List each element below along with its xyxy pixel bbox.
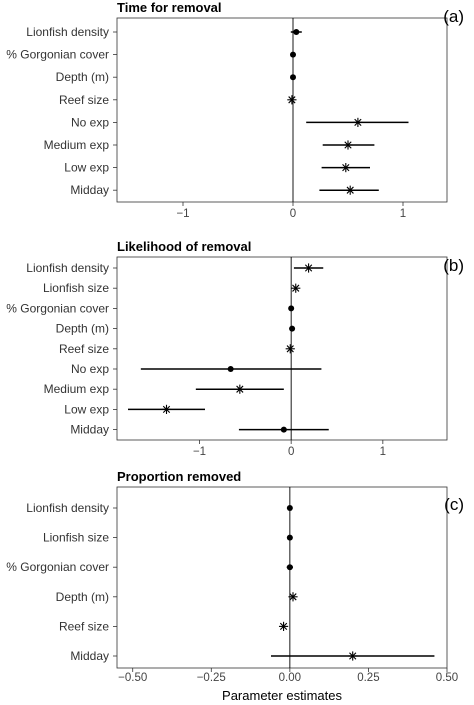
estimate-dot [293, 29, 300, 35]
x-tick-label: 0.25 [357, 672, 379, 684]
estimate-star [161, 404, 172, 414]
category-label: Medium exp [44, 138, 110, 152]
category-label: Low exp [64, 161, 109, 175]
category-label: Depth (m) [56, 590, 109, 604]
plot-frame [116, 486, 448, 669]
estimate-star [278, 621, 289, 631]
estimate-dot [286, 534, 293, 541]
x-tick-label: 0 [290, 208, 296, 220]
category-label: Depth (m) [56, 322, 109, 336]
estimate-dot [289, 325, 296, 332]
x-tick-label: −1 [176, 208, 189, 220]
estimate-dot [286, 505, 293, 511]
panel-title: Proportion removed [117, 469, 241, 484]
category-label: Midday [70, 183, 109, 197]
estimate-star [287, 95, 297, 105]
category-label: Reef size [59, 342, 109, 356]
category-label: Lionfish density [26, 25, 109, 39]
estimate-star [345, 185, 355, 195]
category-label: Reef size [59, 619, 109, 633]
estimate-star [343, 140, 353, 150]
category-label: % Gorgonian cover [6, 301, 109, 315]
panel-2: Likelihood of removal (b) −1 0 1 Lionfish den… [6, 239, 464, 458]
estimate-star [303, 263, 314, 273]
category-label: No exp [71, 362, 109, 376]
category-label: No exp [71, 115, 109, 129]
category-label: Medium exp [44, 382, 110, 396]
category-label: % Gorgonian cover [6, 48, 109, 62]
estimate-dot [280, 426, 287, 433]
estimate-dot [290, 74, 296, 81]
x-tick-label: −0.25 [197, 672, 226, 684]
panel-label: (c) [444, 495, 464, 514]
estimate-star [235, 384, 245, 394]
category-label: Lionfish size [43, 281, 109, 295]
panel-title: Likelihood of removal [117, 239, 251, 254]
category-label: Midday [70, 423, 109, 437]
category-label: Reef size [59, 93, 109, 107]
x-tick-label: 1 [400, 208, 406, 220]
panel-1: Time for removal (a) −1 0 1 Lionfish density%… [6, 0, 464, 220]
estimate-dot [290, 51, 296, 58]
estimate-star [348, 651, 358, 661]
category-label: Lionfish size [43, 531, 109, 545]
x-tick-label: 0.50 [436, 672, 458, 684]
x-tick-label: −0.50 [118, 672, 147, 684]
category-label: Lionfish density [26, 501, 109, 515]
estimate-dot [227, 366, 234, 372]
estimate-star [288, 592, 298, 602]
estimate-star [341, 163, 351, 173]
category-label: Depth (m) [56, 70, 109, 84]
panel-label: (a) [443, 7, 464, 26]
panel-label: (b) [443, 256, 464, 275]
estimate-dot [286, 564, 293, 571]
estimate-star [353, 117, 363, 127]
x-axis-title: Parameter estimates [222, 688, 342, 703]
category-label: Midday [70, 649, 109, 663]
x-tick-label: −1 [193, 446, 206, 458]
category-label: Lionfish density [26, 261, 109, 275]
x-tick-label: 0.00 [279, 672, 301, 684]
panel-title: Time for removal [117, 0, 222, 15]
estimate-star [291, 283, 301, 293]
x-tick-label: 0 [288, 446, 294, 458]
category-label: Low exp [64, 402, 109, 416]
panel-3: Proportion removed (c) −0.50 −0.25 0.00 0.25 0… [6, 469, 464, 703]
x-tick-label: 1 [380, 446, 386, 458]
plot-frame [116, 17, 448, 203]
estimate-star [285, 344, 295, 354]
category-label: % Gorgonian cover [6, 560, 109, 574]
estimate-dot [288, 305, 295, 312]
